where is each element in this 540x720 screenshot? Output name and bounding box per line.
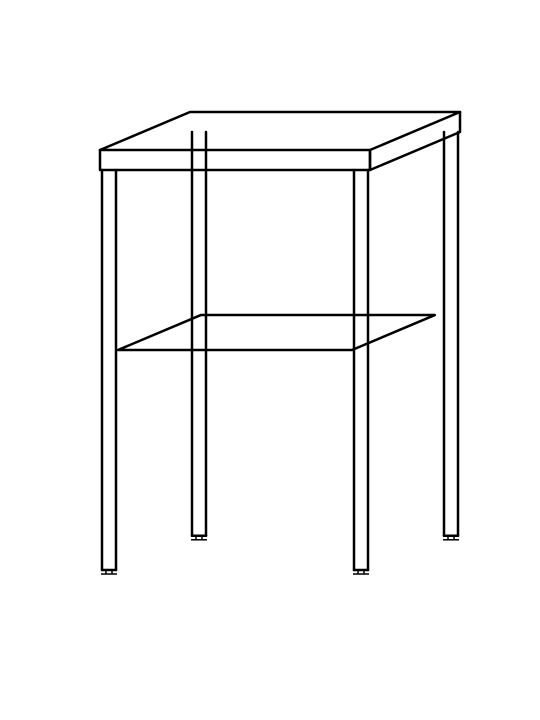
middle-shelf <box>118 315 435 350</box>
back-right-leg <box>443 132 459 540</box>
back-left-leg <box>191 132 207 540</box>
front-left-leg <box>101 170 117 574</box>
top-shelf <box>100 112 460 170</box>
front-right-leg <box>353 170 369 574</box>
